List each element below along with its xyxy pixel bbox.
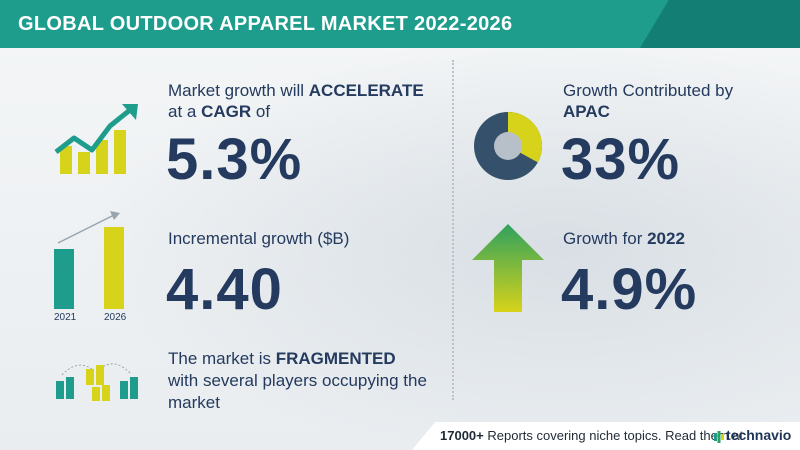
fragmented-line3: market: [168, 393, 220, 412]
yoy-label-prefix: Growth for: [563, 229, 648, 248]
year-end-label: 2026: [104, 312, 127, 323]
yoy-label-year: 2022: [647, 229, 685, 248]
technavio-logo-icon: [714, 431, 724, 443]
yoy-label: Growth for 2022: [563, 228, 685, 249]
region-donut-icon: [474, 112, 542, 180]
cagr-cagr: CAGR: [201, 102, 252, 121]
incremental-label: Incremental growth ($B): [168, 229, 350, 248]
cagr-accelerate: ACCELERATE: [308, 81, 424, 100]
cagr-value: 5.3%: [166, 127, 303, 192]
growth-chart-icon: [54, 104, 138, 174]
buildings-network-icon: [56, 363, 138, 401]
footer-message: Reports covering niche topics. Read them…: [483, 428, 744, 443]
footer-text: 17000+ Reports covering niche topics. Re…: [440, 428, 743, 443]
cagr-label-prefix: Market growth will: [168, 81, 309, 100]
region-value: 33%: [561, 127, 681, 192]
donut-hole: [494, 132, 522, 160]
incremental-value: 4.40: [166, 257, 283, 322]
cagr-label-suffix: of: [251, 102, 271, 121]
cagr-label: Market growth will ACCELERATE at a CAGR …: [168, 80, 424, 122]
up-arrow-icon: [472, 224, 544, 312]
technavio-link[interactable]: technavio: [726, 427, 792, 443]
region-line1: Growth Contributed by: [563, 81, 734, 100]
fragmented-bold: FRAGMENTED: [275, 349, 396, 368]
region-name: APAC: [563, 102, 610, 121]
footer-bar: [412, 422, 800, 450]
region-label: Growth Contributed by APAC: [563, 80, 733, 122]
fragmented-text: The market is FRAGMENTED with several pl…: [168, 348, 427, 414]
year-start-label: 2021: [54, 312, 77, 323]
fragmented-prefix: The market is: [168, 349, 276, 368]
header-accent: [640, 0, 800, 48]
cagr-label-prefix2: at a: [168, 102, 202, 121]
page-title: GLOBAL OUTDOOR APPAREL MARKET 2022-2026: [18, 13, 513, 35]
yoy-value: 4.9%: [561, 257, 698, 322]
column-divider: [452, 60, 454, 400]
header-banner: [0, 0, 690, 48]
footer-count: 17000+: [440, 428, 484, 443]
fragmented-line2: with several players occupying the: [168, 371, 427, 390]
incremental-bars-icon: [54, 211, 124, 309]
